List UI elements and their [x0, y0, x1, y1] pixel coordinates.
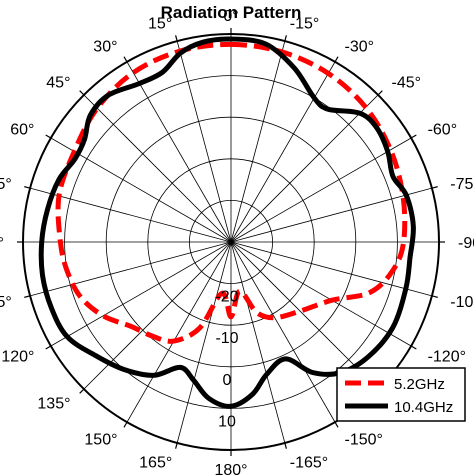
angle-tick-label: -15°	[290, 16, 320, 33]
spoke-line	[230, 241, 286, 444]
angle-tick-label: -75°	[450, 176, 474, 193]
angle-tick-mark	[377, 90, 383, 96]
angle-tick-mark	[123, 56, 128, 63]
angle-tick-mark	[175, 442, 178, 449]
radial-tick-label: -20	[215, 289, 238, 306]
angle-tick-mark	[123, 421, 128, 428]
angle-tick-mark	[24, 295, 31, 298]
legend-label-5-2ghz: 5.2GHz	[394, 376, 445, 393]
angle-tick-mark	[45, 134, 52, 139]
angle-tick-label: -120°	[428, 349, 466, 366]
angle-tick-mark	[431, 295, 438, 298]
chart-title: Radiation Pattern	[161, 3, 302, 22]
spoke-line	[230, 137, 412, 243]
angle-tick-mark	[410, 345, 417, 350]
angle-tick-mark	[334, 56, 339, 63]
spoke-line	[230, 40, 286, 243]
angle-tick-label: -105°	[450, 294, 474, 311]
spoke-line	[230, 187, 433, 243]
angle-tick-mark	[45, 345, 52, 350]
angle-tick-label: 120°	[1, 349, 34, 366]
legend-box	[336, 367, 466, 422]
angle-tick-label: 150°	[84, 432, 117, 449]
angle-tick-label: -90°	[458, 235, 474, 252]
angle-tick-label: 75°	[0, 176, 12, 193]
angle-tick-label: -150°	[345, 432, 383, 449]
angle-labels: 0°-15°-30°-45°-60°-75°-90°-105°-120°-135…	[0, 8, 474, 475]
spoke-line	[29, 241, 232, 297]
angle-tick-label: 30°	[93, 38, 117, 55]
angle-tick-mark	[24, 186, 31, 189]
angle-tick-mark	[334, 421, 339, 428]
spoke-line	[176, 40, 232, 243]
spoke-line	[50, 241, 232, 347]
angle-tick-label: -45°	[392, 74, 422, 91]
angle-tick-mark	[431, 186, 438, 189]
spoke-line	[29, 187, 232, 243]
angle-tick-label: -60°	[428, 122, 458, 139]
angle-tick-label: 45°	[46, 74, 70, 91]
angle-tick-label: -165°	[290, 454, 328, 471]
angle-tick-label: 135°	[37, 396, 70, 413]
spoke-line	[230, 94, 379, 243]
spoke-line	[126, 241, 232, 423]
polar-grid	[22, 33, 440, 451]
angle-tick-label: 105°	[0, 294, 12, 311]
angle-tick-mark	[79, 90, 85, 96]
angle-tick-label: 60°	[10, 122, 34, 139]
series-line-10-4ghz	[38, 36, 416, 409]
angle-tick-label: 15°	[148, 16, 172, 33]
spoke-line	[83, 94, 232, 243]
spoke-line	[230, 61, 336, 243]
angle-tick-label: 165°	[139, 454, 172, 471]
radial-tick-label: 0	[223, 372, 232, 389]
angle-tick-mark	[284, 442, 287, 449]
angle-tick-label: 0°	[223, 8, 238, 25]
angle-tick-mark	[410, 134, 417, 139]
radial-tick-label: -10	[215, 330, 238, 347]
grid-ring	[147, 158, 315, 326]
radial-labels: -20 -10 0 10	[215, 289, 238, 431]
grid-ring	[105, 116, 357, 368]
angle-tick-label: -30°	[345, 38, 375, 55]
angle-tick-label: 180°	[214, 462, 247, 475]
spoke-line	[230, 241, 433, 297]
angle-tick-mark	[284, 35, 287, 42]
spoke-line	[176, 241, 232, 444]
spoke-line	[230, 241, 412, 347]
legend: 5.2GHz 10.4GHz	[336, 367, 466, 422]
legend-label-10-4ghz: 10.4GHz	[394, 399, 453, 416]
grid-ring	[188, 199, 273, 284]
series-layer	[38, 36, 416, 409]
spoke-line	[126, 61, 232, 243]
angle-tick-mark	[175, 35, 178, 42]
spoke-line	[230, 241, 336, 423]
angle-tick-label: 90°	[0, 235, 4, 252]
spoke-line	[50, 137, 232, 243]
radial-tick-label: 10	[218, 413, 236, 430]
angle-tick-mark	[79, 388, 85, 394]
